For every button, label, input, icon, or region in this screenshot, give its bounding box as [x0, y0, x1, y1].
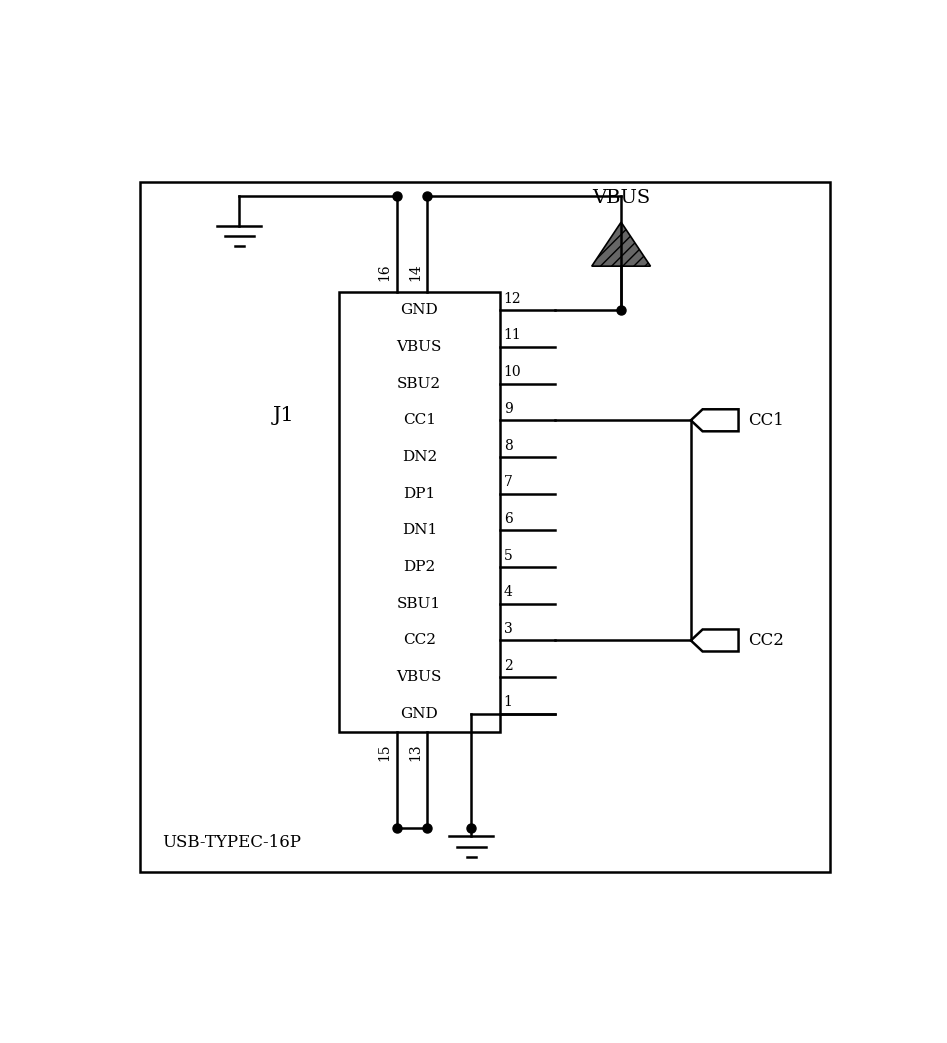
Text: VBUS: VBUS — [397, 340, 442, 354]
Text: 8: 8 — [504, 439, 512, 453]
Text: 14: 14 — [408, 263, 422, 281]
Text: 3: 3 — [504, 622, 512, 636]
Text: DP1: DP1 — [403, 487, 436, 501]
Text: SBU1: SBU1 — [397, 597, 441, 611]
Polygon shape — [592, 222, 651, 266]
Text: 12: 12 — [504, 292, 521, 306]
Text: DN1: DN1 — [402, 524, 437, 537]
Text: SBU2: SBU2 — [397, 377, 441, 390]
Text: J1: J1 — [273, 406, 295, 425]
Bar — [339, 292, 500, 732]
Polygon shape — [691, 409, 739, 432]
Text: 5: 5 — [504, 549, 512, 562]
Text: 2: 2 — [504, 659, 512, 673]
Text: CC2: CC2 — [748, 632, 784, 649]
Text: GND: GND — [401, 304, 438, 317]
Text: 15: 15 — [378, 744, 391, 760]
Text: USB-TYPEC-16P: USB-TYPEC-16P — [163, 833, 301, 851]
Text: VBUS: VBUS — [592, 190, 651, 208]
Text: 11: 11 — [504, 329, 522, 342]
Text: CC1: CC1 — [402, 413, 436, 428]
Text: 1: 1 — [504, 696, 512, 709]
Polygon shape — [691, 630, 739, 652]
Text: 16: 16 — [378, 263, 391, 281]
Text: GND: GND — [401, 707, 438, 721]
Text: 13: 13 — [408, 744, 422, 760]
Text: DN2: DN2 — [402, 450, 437, 464]
Text: 7: 7 — [504, 476, 512, 489]
Text: 6: 6 — [504, 512, 512, 526]
Text: 10: 10 — [504, 365, 521, 380]
Text: DP2: DP2 — [403, 560, 436, 574]
Text: CC1: CC1 — [748, 412, 784, 429]
Text: VBUS: VBUS — [397, 671, 442, 684]
Text: CC2: CC2 — [402, 633, 436, 648]
Text: 9: 9 — [504, 402, 512, 416]
Text: 4: 4 — [504, 585, 512, 600]
